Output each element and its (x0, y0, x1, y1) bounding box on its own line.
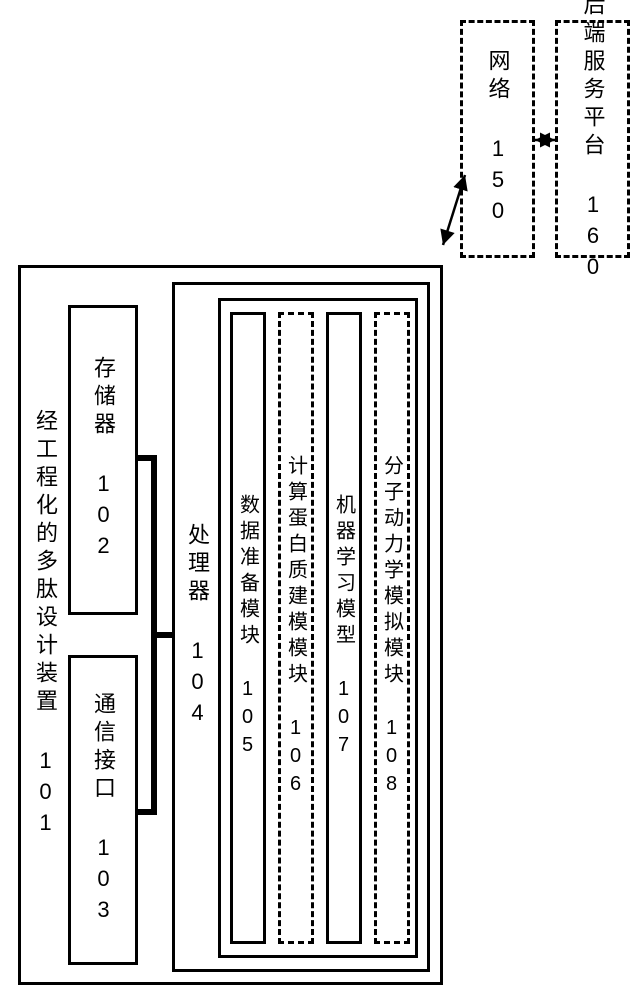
data-prep-box: 数据准备模块 105 (230, 312, 266, 944)
comm-box: 通信接口 103 (68, 655, 138, 965)
protein-model-label: 计算蛋白质建模模块 106 (282, 455, 311, 801)
md-sim-box: 分子动力学模拟模块 108 (374, 312, 410, 944)
ml-model-box: 机器学习模型 107 (326, 312, 362, 944)
bus-comm-stub (138, 809, 157, 815)
protein-model-box: 计算蛋白质建模模块 106 (278, 312, 314, 944)
md-sim-label: 分子动力学模拟模块 108 (378, 455, 407, 801)
comm-label: 通信接口 103 (87, 692, 119, 928)
network-label: 网络 150 (482, 49, 514, 229)
data-prep-label: 数据准备模块 105 (234, 494, 263, 762)
processor-label: 处理器 104 (181, 523, 213, 731)
memory-box: 存储器 102 (68, 305, 138, 615)
bus-memory-stub (138, 455, 157, 461)
bus-processor-stub (151, 632, 172, 638)
network-box: 网络 150 (460, 20, 535, 258)
device-title: 经工程化的多肽设计装置 101 (29, 409, 61, 841)
memory-label: 存储器 102 (87, 356, 119, 564)
ml-model-label: 机器学习模型 107 (330, 494, 359, 762)
backend-label: 后端服务平台 160 (577, 0, 609, 285)
backend-box: 后端服务平台 160 (555, 20, 630, 258)
